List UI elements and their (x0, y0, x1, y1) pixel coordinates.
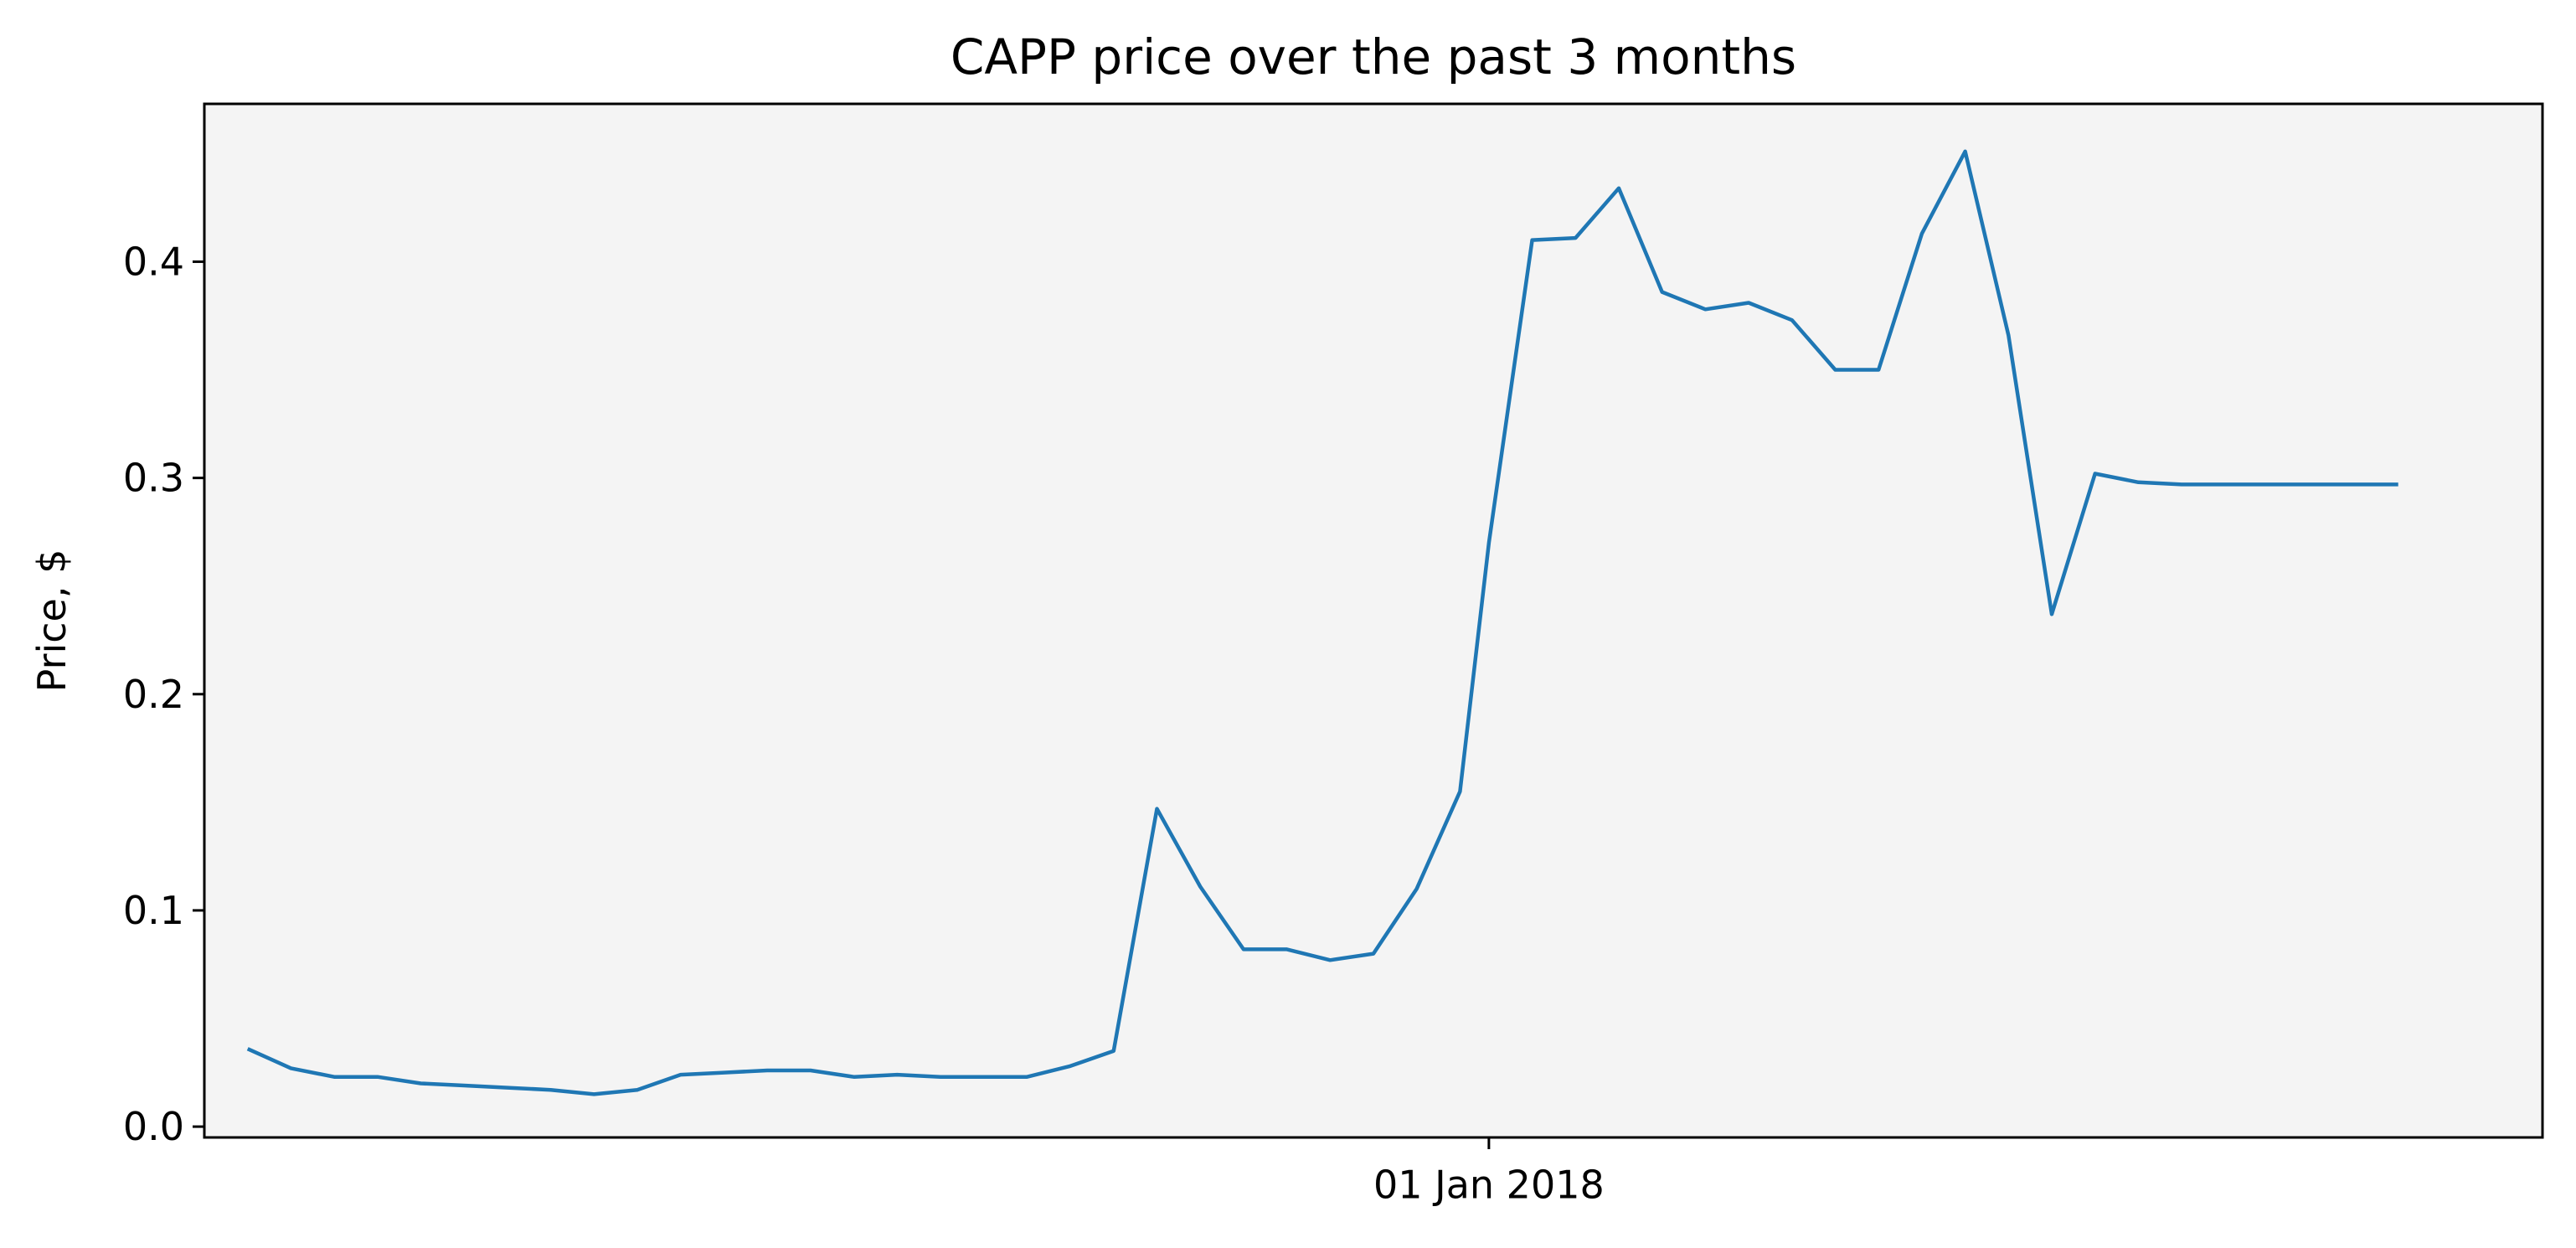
plot-frame (203, 102, 2544, 1139)
x-tick-label: 01 Jan 2018 (1373, 1162, 1605, 1207)
price-line (246, 149, 2398, 1096)
y-tick-label: 0.3 (123, 456, 184, 501)
y-axis-ticks: 0.0 0.1 0.2 0.3 0.4 (123, 239, 204, 1149)
y-tick-label: 0.0 (123, 1104, 184, 1149)
y-axis-label: Price, $ (29, 549, 75, 693)
x-axis-ticks: 01 Jan 2018 (1373, 1137, 1605, 1207)
chart-title: CAPP price over the past 3 months (951, 28, 1796, 85)
y-tick-label: 0.1 (123, 888, 184, 933)
y-tick-label: 0.2 (123, 672, 184, 717)
y-tick-label: 0.4 (123, 239, 184, 284)
plot-area (204, 104, 2543, 1137)
